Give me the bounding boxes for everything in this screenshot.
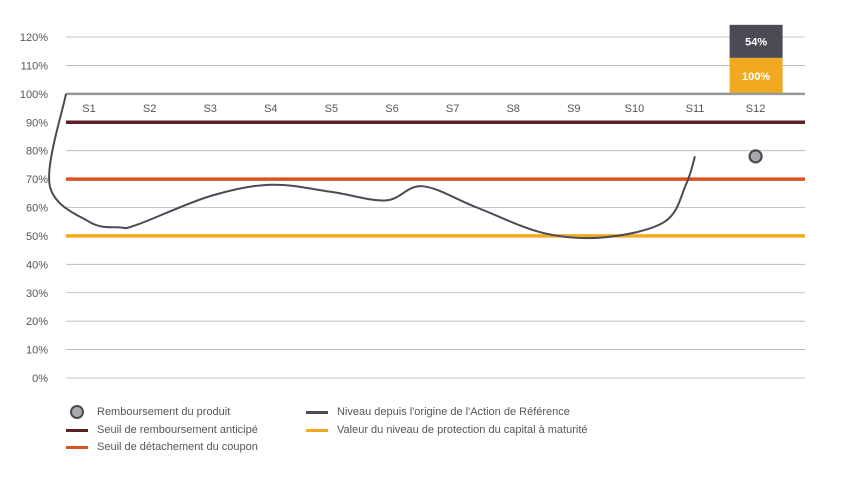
legend-swatch-level bbox=[306, 410, 328, 414]
y-tick-label: 90% bbox=[26, 117, 48, 129]
legend-swatch-coupon bbox=[66, 445, 88, 449]
repayment-point bbox=[748, 149, 763, 164]
y-tick-label: 120% bbox=[20, 32, 48, 44]
bar-segment-label: 100% bbox=[742, 71, 770, 83]
y-tick-label: 110% bbox=[21, 60, 49, 72]
legend-item-repayment: Remboursement du produit bbox=[66, 405, 230, 419]
y-tick-label: 0% bbox=[32, 373, 48, 385]
bar-segment-label: 54% bbox=[745, 36, 767, 48]
x-tick-label: S4 bbox=[264, 103, 277, 115]
x-tick-label: S12 bbox=[746, 103, 766, 115]
x-tick-label: S8 bbox=[506, 103, 519, 115]
bar-segment bbox=[729, 57, 783, 94]
y-tick-label: 30% bbox=[26, 288, 48, 300]
x-tick-label: S7 bbox=[446, 103, 459, 115]
legend-item-early-threshold: Seuil de remboursement anticipé bbox=[66, 424, 258, 436]
y-tick-label: 100% bbox=[20, 89, 48, 101]
legend-label-early: Seuil de remboursement anticipé bbox=[97, 424, 258, 436]
legend-dot-marker bbox=[70, 405, 84, 419]
series-line bbox=[48, 93, 696, 240]
x-tick-label: S10 bbox=[625, 103, 645, 115]
y-tick-label: 80% bbox=[26, 146, 48, 158]
x-tick-label: S3 bbox=[203, 103, 216, 115]
y-tick-label: 10% bbox=[26, 345, 48, 357]
y-tick-label: 50% bbox=[26, 231, 48, 243]
legend-label-repayment: Remboursement du produit bbox=[97, 406, 231, 418]
x-tick-label: S2 bbox=[143, 103, 156, 115]
legend-item-level: Niveau depuis l'origine de l'Action de R… bbox=[306, 406, 570, 418]
legend-swatch-early bbox=[66, 428, 88, 432]
x-tick-label: S6 bbox=[385, 103, 398, 115]
legend-item-coupon-threshold: Seuil de détachement du coupon bbox=[66, 441, 258, 453]
x-tick-label: S1 bbox=[82, 103, 95, 115]
y-tick-label: 60% bbox=[26, 203, 48, 215]
legend-label-protection: Valeur du niveau de protection du capita… bbox=[337, 424, 588, 436]
x-tick-label: S11 bbox=[686, 103, 705, 115]
legend-label-coupon: Seuil de détachement du coupon bbox=[97, 441, 258, 453]
legend-item-protection: Valeur du niveau de protection du capita… bbox=[306, 424, 588, 436]
y-tick-label: 70% bbox=[26, 174, 48, 186]
legend-swatch-protection bbox=[306, 428, 328, 432]
x-tick-label: S5 bbox=[325, 103, 338, 115]
y-tick-label: 40% bbox=[26, 259, 48, 271]
y-tick-label: 20% bbox=[26, 316, 48, 328]
bar-segment bbox=[729, 24, 783, 58]
legend-label-level: Niveau depuis l'origine de l'Action de R… bbox=[337, 406, 570, 418]
x-tick-label: S9 bbox=[567, 103, 580, 115]
